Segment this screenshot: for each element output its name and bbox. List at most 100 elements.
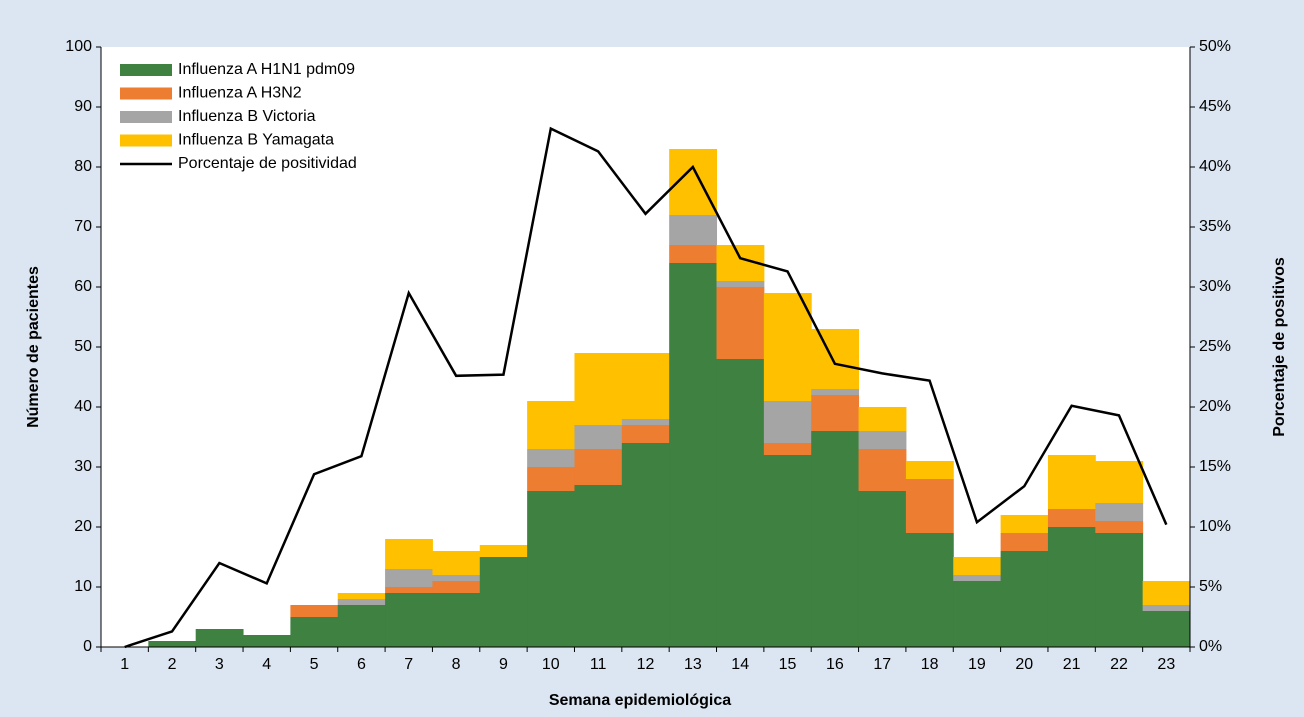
- bar-segment: [527, 467, 575, 491]
- bar-segment: [1142, 605, 1191, 611]
- bar-segment: [385, 569, 433, 587]
- bar-segment: [953, 581, 1002, 647]
- legend-label: Influenza B Yamagata: [178, 132, 334, 149]
- bar-segment: [432, 575, 481, 581]
- bar-segment: [527, 401, 575, 449]
- legend-swatch: [120, 134, 172, 147]
- bar-segment: [337, 599, 386, 605]
- x-tick-label: 6: [357, 656, 366, 673]
- bar-segment: [905, 533, 954, 647]
- bar-segment: [1095, 521, 1144, 533]
- x-tick-label: 7: [404, 656, 413, 673]
- x-tick-label: 5: [310, 656, 319, 673]
- bar-segment: [716, 287, 765, 359]
- legend-swatch: [120, 87, 172, 100]
- x-tick-label: 18: [921, 656, 939, 673]
- bar-segment: [621, 425, 670, 443]
- bar-segment: [337, 593, 386, 599]
- bar-segment: [1000, 515, 1049, 533]
- legend-label: Porcentaje de positividad: [178, 155, 357, 172]
- y2-tick-label: 0%: [1199, 638, 1222, 655]
- bar-segment: [1142, 581, 1191, 605]
- bar-segment: [858, 491, 907, 647]
- y2-tick-label: 5%: [1199, 578, 1222, 595]
- x-tick-label: 20: [1015, 656, 1033, 673]
- bar-segment: [621, 353, 670, 419]
- y-tick-label: 80: [74, 158, 92, 175]
- bar-segment: [953, 557, 1002, 575]
- y-tick-label: 30: [74, 458, 92, 475]
- bar-segment: [763, 293, 812, 401]
- x-tick-label: 1: [120, 656, 129, 673]
- y2-tick-label: 10%: [1199, 518, 1231, 535]
- bar-segment: [1000, 533, 1049, 551]
- y2-tick-label: 50%: [1199, 38, 1231, 55]
- bar-segment: [621, 443, 670, 647]
- y2-axis-label: Porcentaje de positivos: [1271, 257, 1288, 437]
- bar-segment: [290, 605, 339, 617]
- y-axis-label: Número de pacientes: [25, 266, 42, 428]
- bar-segment: [574, 449, 623, 485]
- bar-segment: [763, 455, 812, 647]
- bar-segment: [527, 491, 575, 647]
- y-tick-label: 60: [74, 278, 92, 295]
- bar-segment: [811, 389, 860, 395]
- bar-segment: [479, 545, 528, 557]
- bar-segment: [243, 635, 291, 647]
- legend-label: Influenza A H3N2: [178, 85, 302, 102]
- legend-swatch: [120, 64, 172, 76]
- x-tick-label: 21: [1063, 656, 1081, 673]
- bar-segment: [669, 215, 718, 245]
- y-tick-label: 20: [74, 518, 92, 535]
- bar-segment: [1095, 461, 1144, 503]
- y2-tick-label: 25%: [1199, 338, 1231, 355]
- legend-label: Influenza A H1N1 pdm09: [178, 61, 355, 78]
- x-tick-label: 11: [590, 656, 607, 673]
- bar-segment: [1095, 503, 1144, 521]
- bar-segment: [669, 263, 718, 647]
- bar-segment: [858, 407, 907, 431]
- x-tick-label: 2: [168, 656, 177, 673]
- bar-segment: [432, 551, 481, 575]
- y2-tick-label: 15%: [1199, 458, 1231, 475]
- y2-tick-label: 20%: [1199, 398, 1231, 415]
- x-tick-label: 22: [1110, 656, 1128, 673]
- bar-segment: [385, 593, 433, 647]
- bar-segment: [195, 629, 244, 647]
- bar-segment: [574, 425, 623, 449]
- bar-segment: [527, 449, 575, 467]
- bar-segment: [1047, 455, 1096, 509]
- y-tick-label: 10: [74, 578, 92, 595]
- bar-segment: [1095, 533, 1144, 647]
- bar-segment: [1000, 551, 1049, 647]
- x-tick-label: 23: [1157, 656, 1175, 673]
- bar-segment: [811, 329, 860, 389]
- x-tick-label: 9: [499, 656, 508, 673]
- y2-tick-label: 40%: [1199, 158, 1231, 175]
- bar-segment: [148, 641, 197, 647]
- bar-segment: [621, 419, 670, 425]
- bar-segment: [858, 449, 907, 491]
- x-tick-label: 4: [262, 656, 271, 673]
- y-tick-label: 50: [74, 338, 92, 355]
- bar-segment: [716, 281, 765, 287]
- bar-segment: [432, 593, 481, 647]
- x-tick-label: 16: [826, 656, 844, 673]
- bar-segment: [905, 479, 954, 533]
- x-tick-label: 17: [873, 656, 891, 673]
- x-tick-label: 8: [452, 656, 461, 673]
- x-tick-label: 14: [731, 656, 749, 673]
- bar-segment: [763, 401, 812, 443]
- x-tick-label: 10: [542, 656, 560, 673]
- y-tick-label: 100: [65, 38, 92, 55]
- bar-segment: [953, 575, 1002, 581]
- y2-tick-label: 35%: [1199, 218, 1231, 235]
- bar-segment: [811, 431, 860, 647]
- line: [124, 126, 1168, 649]
- x-tick-label: 3: [215, 656, 224, 673]
- bar-segment: [290, 617, 339, 647]
- y-tick-label: 40: [74, 398, 92, 415]
- bar-segment: [1047, 509, 1096, 527]
- legend-swatch: [120, 111, 172, 123]
- bar-segment: [337, 605, 386, 647]
